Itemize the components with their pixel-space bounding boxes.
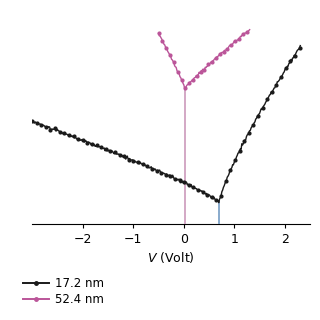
Line: 17.2 nm: 17.2 nm bbox=[31, 44, 302, 204]
52.4 nm bbox=[176, 70, 180, 74]
52.4 nm bbox=[181, 82, 185, 85]
52.4 nm bbox=[248, 28, 252, 32]
X-axis label: $V$ (Volt): $V$ (Volt) bbox=[147, 250, 195, 265]
52.4 nm bbox=[208, 62, 212, 66]
17.2 nm bbox=[295, 49, 299, 52]
17.2 nm bbox=[30, 119, 34, 123]
52.4 nm bbox=[220, 51, 224, 55]
17.2 nm bbox=[217, 201, 221, 204]
17.2 nm bbox=[154, 168, 158, 172]
17.2 nm bbox=[298, 44, 302, 48]
52.4 nm bbox=[229, 43, 233, 47]
52.4 nm bbox=[156, 31, 160, 35]
17.2 nm bbox=[101, 147, 105, 150]
52.4 nm bbox=[245, 30, 249, 34]
17.2 nm bbox=[288, 61, 292, 65]
17.2 nm bbox=[173, 177, 177, 181]
17.2 nm bbox=[188, 185, 192, 188]
Line: 52.4 nm: 52.4 nm bbox=[157, 28, 251, 89]
52.4 nm bbox=[183, 86, 187, 90]
Legend: 17.2 nm, 52.4 nm: 17.2 nm, 52.4 nm bbox=[19, 272, 109, 311]
